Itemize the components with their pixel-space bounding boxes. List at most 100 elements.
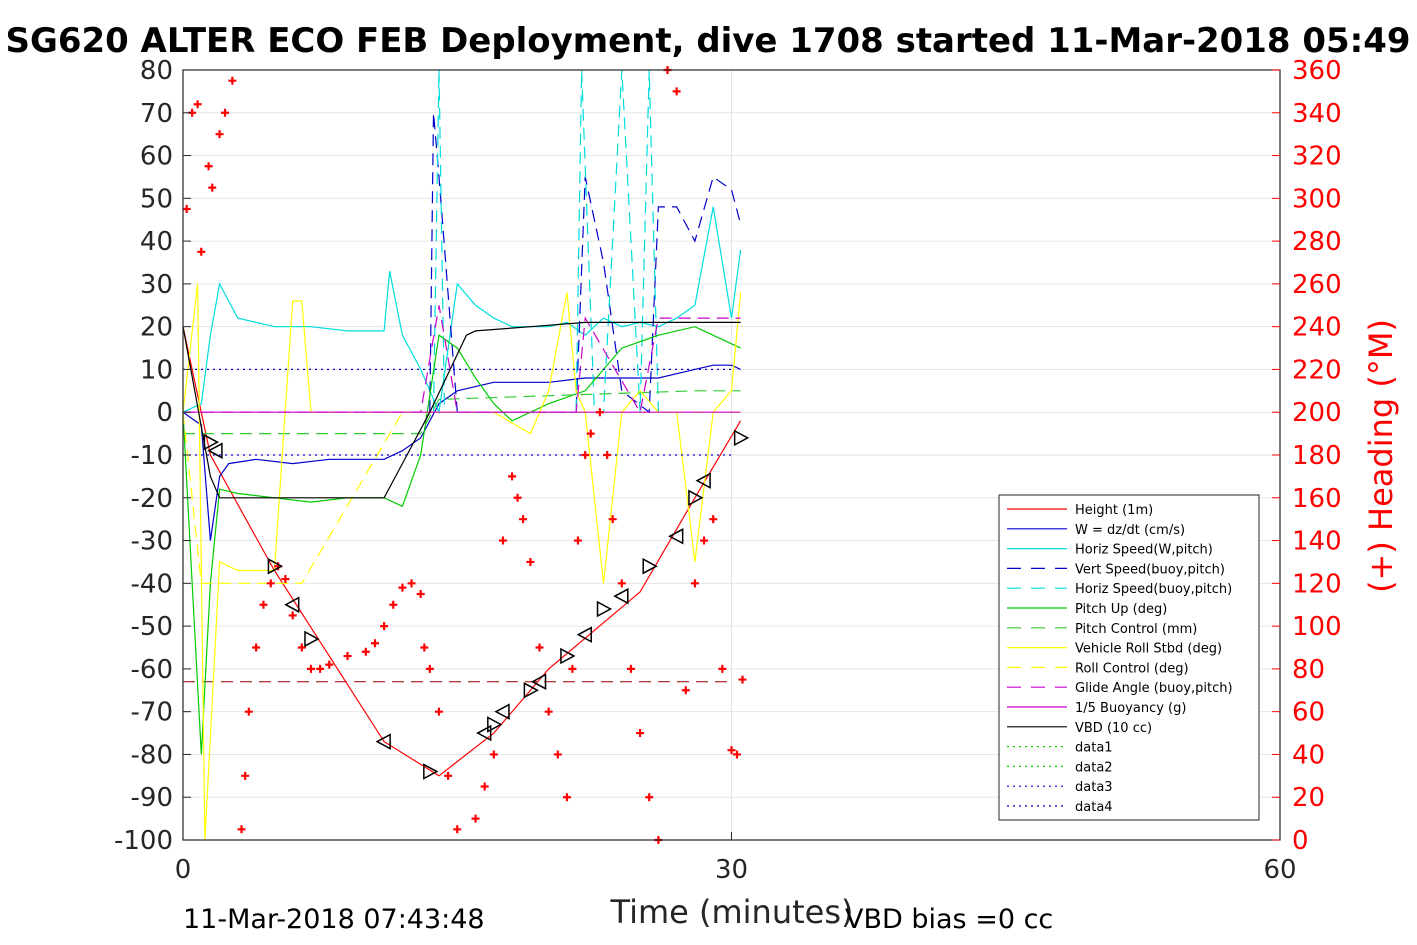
y-right-tick-label: 280: [1292, 227, 1342, 257]
series-line: [182, 326, 742, 777]
y-tick-label: 30: [140, 270, 173, 300]
heading-point: [603, 451, 612, 459]
heading-point: [316, 664, 325, 673]
y-tick-label: -70: [131, 698, 173, 728]
heading-point: [266, 579, 275, 588]
heading-point: [553, 750, 562, 759]
heading-point: [672, 87, 681, 96]
triangle-marker: [642, 557, 658, 575]
triangle-marker: [267, 557, 283, 575]
heading-point: [343, 652, 352, 661]
triangle-marker: [284, 596, 300, 613]
heading-point: [581, 451, 590, 459]
legend-label: Pitch Control (mm): [1075, 622, 1197, 637]
heading-point: [573, 536, 582, 545]
triangle-marker: [476, 724, 492, 742]
x-tick-label: 30: [715, 855, 748, 885]
heading-point: [208, 183, 217, 192]
heading-point: [471, 814, 480, 823]
y-right-tick-label: 220: [1292, 355, 1342, 385]
heading-point: [690, 579, 699, 588]
heading-point: [535, 643, 544, 652]
legend-label: W = dz/dt (cm/s): [1075, 523, 1185, 538]
y-tick-label: 20: [140, 313, 173, 343]
x-axis-label: Time (minutes): [610, 893, 854, 931]
heading-points-layer: [182, 66, 747, 844]
heading-point: [513, 493, 522, 502]
triangle-marker: [576, 626, 592, 643]
heading-point: [398, 583, 407, 592]
y-right-tick-label: 240: [1292, 313, 1342, 343]
series-line: [183, 305, 741, 414]
y-tick-label: 40: [140, 227, 173, 257]
legend-label: Pitch Up (deg): [1075, 602, 1167, 617]
heading-point: [453, 825, 462, 834]
y-tick-label: 70: [140, 99, 173, 129]
legend-label: VBD (10 cc): [1075, 721, 1152, 736]
heading-point: [489, 750, 498, 759]
y-right-tick-label: 180: [1292, 441, 1342, 471]
y-right-tick-label: 300: [1292, 184, 1342, 214]
footer-vbd-bias: VBD bias =0 cc: [845, 904, 1053, 935]
heading-point: [595, 408, 604, 417]
y-tick-label: -10: [131, 441, 173, 471]
y-right-tick-label: 360: [1292, 56, 1342, 86]
series-line: [182, 321, 741, 499]
heading-point: [526, 557, 535, 566]
heading-point: [228, 76, 237, 85]
legend-label: Roll Control (deg): [1075, 661, 1189, 676]
triangle-marker: [207, 442, 223, 459]
heading-point: [636, 729, 645, 738]
legend-label: data2: [1075, 760, 1113, 775]
triangle-marker: [530, 673, 547, 690]
heading-point: [709, 515, 718, 524]
series-line: [183, 390, 741, 435]
heading-point: [519, 515, 528, 524]
heading-point: [288, 611, 297, 620]
y-right-tick-label: 200: [1292, 398, 1342, 428]
triangle-markers-layer: [203, 429, 750, 780]
heading-point: [544, 707, 553, 716]
y-right-tick-label: 260: [1292, 270, 1342, 300]
heading-point: [738, 675, 747, 684]
heading-point: [444, 771, 453, 780]
right-axis-label: (+) Heading (°M): [1362, 319, 1400, 593]
heading-point: [197, 247, 206, 256]
heading-point: [252, 643, 261, 652]
heading-point: [204, 162, 213, 171]
y-right-tick-label: 80: [1292, 655, 1325, 685]
triangle-marker: [560, 647, 576, 665]
heading-point: [425, 664, 434, 673]
y-tick-label: 60: [140, 142, 173, 172]
heading-point: [281, 575, 290, 584]
heading-point: [221, 108, 230, 117]
triangle-marker: [695, 472, 711, 489]
legend-label: Horiz Speed(W,pitch): [1075, 543, 1213, 558]
series-line: [182, 326, 741, 755]
heading-point: [434, 707, 443, 716]
y-right-tick-label: 0: [1292, 826, 1309, 856]
y-right-tick-label: 340: [1292, 99, 1342, 129]
heading-point: [480, 782, 489, 791]
triangle-marker: [304, 630, 320, 648]
series-line: [182, 206, 742, 415]
y-tick-label: -60: [131, 655, 173, 685]
legend-label: 1/5 Buoyancy (g): [1075, 701, 1186, 716]
heading-point: [700, 536, 709, 545]
legend-label: Horiz Speed(buoy,pitch): [1075, 582, 1232, 597]
y-tick-label: -20: [131, 484, 173, 514]
legend-label: data3: [1075, 780, 1113, 795]
heading-point: [407, 579, 416, 588]
legend-label: Glide Angle (buoy,pitch): [1075, 681, 1233, 696]
triangle-marker: [523, 682, 539, 699]
y-right-tick-label: 20: [1292, 783, 1325, 813]
triangle-marker: [375, 733, 391, 750]
legend-label: data4: [1075, 800, 1113, 815]
legend-label: Height (1m): [1075, 503, 1153, 518]
legend-label: data1: [1075, 741, 1113, 756]
y-right-tick-label: 140: [1292, 527, 1342, 557]
heading-point: [182, 205, 191, 214]
triangle-marker: [733, 429, 750, 447]
y-right-tick-label: 40: [1292, 740, 1325, 770]
